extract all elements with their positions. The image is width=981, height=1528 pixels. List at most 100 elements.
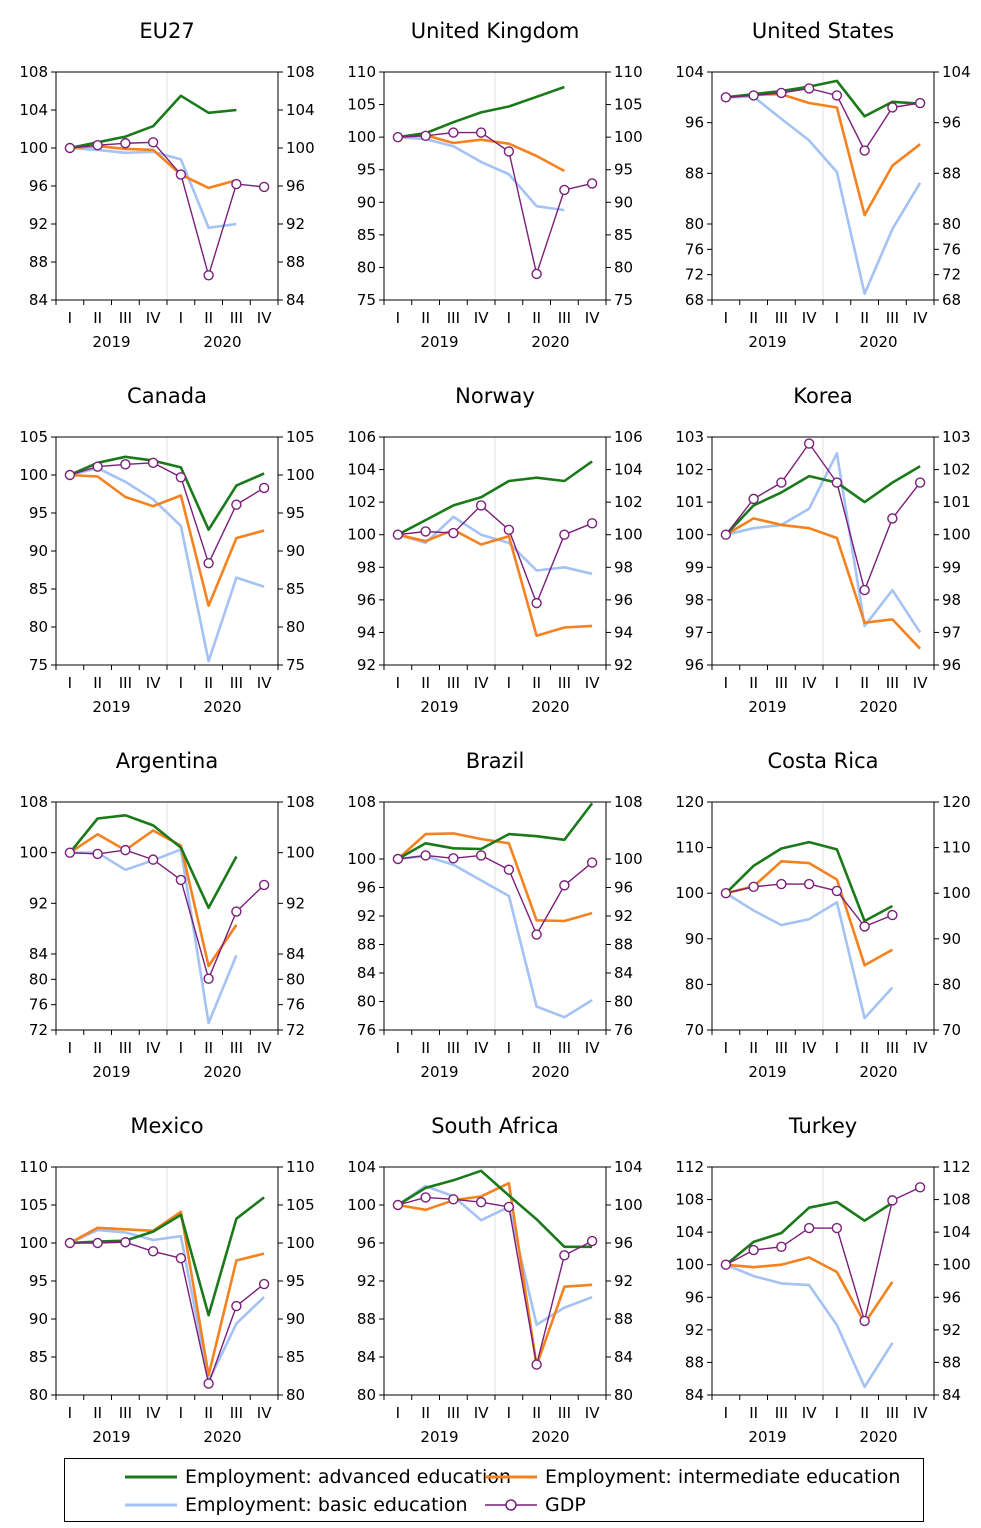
y-tick-label-right: 95 (614, 161, 633, 179)
y-tick-label-left: 100 (347, 1196, 376, 1214)
y-tick-label-left: 70 (685, 1021, 704, 1039)
y-tick-label-left: 100 (19, 1234, 48, 1252)
x-tick-label: III (775, 1404, 788, 1422)
y-tick-label-left: 100 (19, 139, 48, 157)
gdp-marker (831, 90, 843, 101)
x-tick-label: II (421, 674, 430, 692)
y-tick-label-left: 102 (347, 493, 376, 511)
x-tick-label: I (507, 674, 511, 692)
gdp-marker (203, 270, 214, 281)
series-line-basic (725, 1263, 894, 1389)
gdp-marker (258, 1278, 270, 1290)
y-tick-label-right: 90 (286, 542, 305, 560)
y-tick-label-right: 98 (614, 558, 633, 576)
y-tick-label-right: 108 (614, 793, 643, 811)
gdp-marker (887, 1195, 898, 1206)
y-tick-label-right: 100 (614, 1196, 643, 1214)
gdp-marker (175, 1252, 187, 1264)
y-tick-label-left: 120 (675, 793, 704, 811)
gdp-marker (859, 921, 870, 932)
legend-label-intermediate: Employment: intermediate education (545, 1466, 901, 1488)
y-tick-label-left: 88 (29, 253, 48, 271)
gdp-marker (475, 1196, 487, 1208)
gdp-marker (258, 879, 270, 891)
y-tick-label-left: 96 (357, 879, 376, 897)
gdp-marker (203, 1378, 214, 1389)
y-tick-label-right: 104 (286, 101, 315, 119)
gdp-marker (776, 1241, 787, 1253)
y-tick-label-left: 88 (685, 1353, 704, 1371)
y-tick-label-left: 99 (685, 558, 704, 576)
y-tick-label-right: 92 (286, 894, 305, 912)
x-tick-label: II (749, 1404, 758, 1422)
y-tick-label-right: 88 (614, 936, 633, 954)
y-tick-label-right: 105 (286, 428, 315, 446)
gdp-marker (748, 881, 759, 893)
panel-title: South Africa (431, 1114, 559, 1138)
x-tick-label: I (179, 1039, 183, 1057)
legend-line-gdp (485, 1499, 537, 1511)
legend-line-basic (125, 1503, 177, 1507)
x-tick-label: III (447, 674, 460, 692)
y-tick-label-left: 92 (357, 656, 376, 674)
year-label: 2019 (420, 1063, 458, 1081)
year-label: 2020 (531, 333, 569, 351)
y-tick-label-left: 103 (675, 428, 704, 446)
gdp-marker (203, 557, 214, 569)
x-tick-label: III (558, 309, 571, 327)
y-tick-label-right: 80 (942, 975, 961, 993)
y-tick-label-right: 88 (614, 1310, 633, 1328)
y-tick-label-right: 96 (942, 114, 961, 132)
x-tick-label: IV (257, 309, 272, 327)
x-tick-label: IV (257, 1039, 272, 1057)
gdp-marker (531, 268, 542, 280)
y-tick-label-right: 100 (286, 1234, 315, 1252)
x-tick-label: III (230, 674, 243, 692)
x-tick-label: II (860, 309, 869, 327)
y-tick-label-left: 80 (685, 975, 704, 993)
year-label: 2019 (420, 698, 458, 716)
panel-title: Brazil (466, 749, 525, 773)
panel-mexico: Mexico 80 80 85 85 90 90 95 95 100 100 105 105 110 110… (19, 1114, 314, 1446)
gdp-marker (92, 139, 103, 151)
x-tick-label: III (119, 309, 132, 327)
x-tick-label: II (421, 1039, 430, 1057)
y-tick-label-right: 110 (942, 839, 971, 857)
gdp-marker (503, 1201, 515, 1213)
legend-line-advanced (125, 1475, 177, 1479)
x-tick-label: III (119, 1404, 132, 1422)
series-line-advanced (397, 1169, 593, 1249)
gdp-marker (448, 527, 459, 539)
x-tick-label: II (93, 674, 102, 692)
gdp-marker (586, 857, 598, 868)
y-tick-label-right: 96 (614, 591, 633, 609)
x-tick-label: III (886, 1039, 899, 1057)
y-tick-label-left: 88 (685, 164, 704, 182)
series-line-intermediate (69, 829, 238, 968)
series-line-advanced (725, 1200, 894, 1266)
y-tick-label-right: 105 (614, 96, 643, 114)
y-tick-label-right: 96 (286, 177, 305, 195)
x-tick-label: I (68, 1404, 72, 1422)
x-tick-label: II (532, 1039, 541, 1057)
y-tick-label-left: 80 (29, 970, 48, 988)
x-tick-label: IV (257, 674, 272, 692)
x-tick-label: III (775, 1039, 788, 1057)
year-label: 2020 (531, 698, 569, 716)
gdp-marker (831, 477, 843, 488)
x-tick-label: II (860, 674, 869, 692)
y-tick-label-right: 84 (286, 945, 305, 963)
y-tick-label-left: 98 (685, 591, 704, 609)
gdp-marker (531, 1359, 542, 1370)
x-tick-label: II (532, 309, 541, 327)
y-tick-label-right: 68 (942, 291, 961, 309)
y-tick-label-right: 75 (614, 291, 633, 309)
y-tick-label-right: 80 (286, 1386, 305, 1404)
y-tick-label-left: 105 (19, 428, 48, 446)
y-tick-label-left: 90 (357, 193, 376, 211)
year-label: 2019 (92, 1063, 130, 1081)
y-tick-label-right: 94 (614, 623, 633, 641)
y-tick-label-left: 108 (19, 793, 48, 811)
x-tick-label: III (230, 1039, 243, 1057)
x-tick-label: I (68, 674, 72, 692)
